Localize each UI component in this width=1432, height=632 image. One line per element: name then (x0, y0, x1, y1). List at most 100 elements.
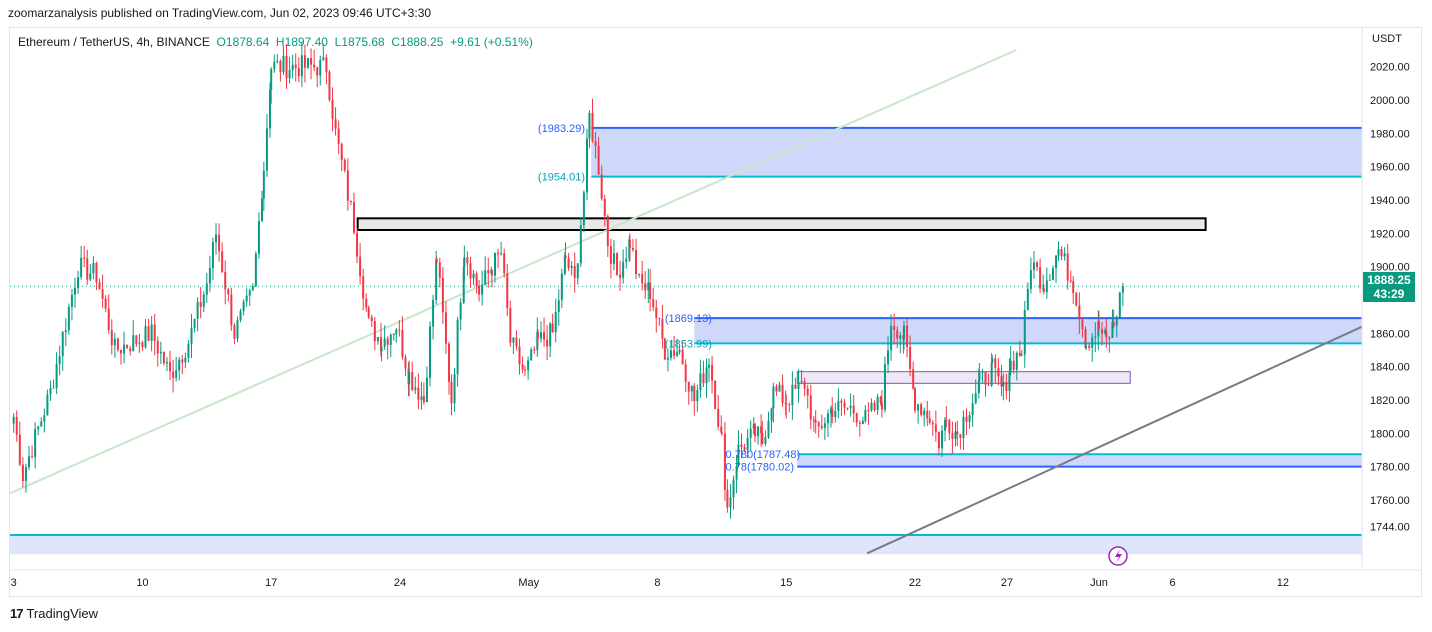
candle-body (181, 359, 184, 363)
candle-body (1045, 280, 1048, 293)
candle-body (560, 273, 563, 301)
candle-body (690, 386, 693, 392)
candle-body (282, 56, 285, 73)
candle-body (1097, 321, 1100, 330)
x-tick-label: Jun (1090, 577, 1108, 589)
candles-layer (12, 42, 1124, 519)
gray-zone (356, 217, 1207, 231)
y-tick-label: 1920.00 (1370, 228, 1410, 240)
candle-body (666, 357, 669, 360)
candle-body (370, 317, 373, 321)
candle-body (466, 257, 469, 264)
candle-body (1088, 345, 1091, 348)
candle-body (401, 330, 404, 358)
x-tick-label: 6 (1169, 577, 1175, 589)
candle-body (948, 420, 951, 434)
candle-body (622, 261, 625, 278)
candle-body (1042, 288, 1045, 293)
candle-body (794, 384, 797, 389)
candle-body (944, 419, 947, 431)
candle-body (395, 329, 398, 335)
price-label: 0.780(1787.48) (726, 449, 801, 461)
candle-body (661, 318, 664, 339)
candle-body (52, 387, 55, 389)
candle-body (414, 387, 417, 390)
candle-body (61, 332, 64, 357)
candle-body (994, 358, 997, 368)
candle-body (172, 371, 175, 378)
candle-body (31, 456, 34, 458)
candle-body (141, 342, 144, 348)
candle-body (576, 263, 579, 279)
symbol-title[interactable]: Ethereum / TetherUS, 4h, BINANCE (18, 35, 210, 49)
candle-body (224, 272, 227, 290)
axes-layer: 2020.00 2000.00 1980.00 1960.00 1940.00 1920.… (10, 28, 1421, 589)
candle-body (1000, 376, 1003, 387)
candle-body (926, 410, 929, 419)
candle-body (67, 306, 70, 331)
purple-zone (796, 371, 1131, 384)
candle-body (527, 360, 530, 371)
candle-body (940, 430, 943, 449)
footer-brand[interactable]: 17 TradingView (10, 606, 98, 621)
mid-zone (694, 318, 1362, 344)
candle-body (291, 64, 294, 70)
open-value: O1878.64 (216, 35, 270, 49)
candle-body (456, 319, 459, 375)
candle-body (669, 350, 672, 358)
candle-body (169, 362, 172, 372)
candle-body (658, 317, 661, 319)
candle-body (362, 276, 365, 299)
candle-body (864, 410, 867, 421)
change-value: +9.61 (+0.51%) (450, 35, 533, 49)
candle-body (478, 286, 481, 295)
candle-body (1081, 319, 1084, 329)
candle-body (110, 330, 113, 346)
candle-body (606, 216, 609, 246)
x-tick-label: 27 (1001, 577, 1013, 589)
price-label: (1853.99) (665, 338, 712, 350)
candle-body (1075, 293, 1078, 306)
candle-body (279, 61, 282, 73)
candle-body (123, 344, 126, 354)
candle-body (316, 67, 319, 76)
candle-body (46, 394, 49, 416)
y-tick-label: 1820.00 (1370, 395, 1410, 407)
candle-body (573, 266, 576, 279)
candle-body (193, 318, 196, 328)
chart-frame[interactable] (9, 27, 1422, 597)
price-labels-layer: (1983.29) (1954.01) (1869.13) (1853.99) 0.78… (538, 123, 800, 474)
candle-body (772, 386, 775, 409)
price-axis-unit[interactable]: USDT (1372, 33, 1402, 45)
candle-body (37, 426, 40, 430)
candle-body (800, 381, 803, 383)
candle-body (328, 72, 331, 100)
candle-body (760, 426, 763, 434)
candle-body (515, 337, 518, 347)
candle-body (861, 420, 864, 424)
candle-body (319, 59, 322, 76)
candle-body (767, 420, 770, 438)
candle-body (781, 384, 784, 403)
candle-body (221, 251, 224, 273)
candle-body (536, 331, 539, 339)
y-tick-label: 1800.00 (1370, 428, 1410, 440)
candle-body (962, 416, 965, 438)
candle-body (500, 253, 503, 255)
candle-body (870, 402, 873, 411)
candle-body (1118, 292, 1121, 318)
candle-body (785, 403, 788, 405)
candle-body (612, 253, 615, 264)
candle-body (49, 387, 52, 395)
y-tick-label: 1980.00 (1370, 128, 1410, 140)
candle-body (536, 331, 539, 351)
x-tick-label: 12 (1277, 577, 1289, 589)
candle-body (444, 312, 447, 344)
candle-body (600, 174, 603, 199)
candle-body (211, 242, 214, 269)
candle-body (398, 329, 401, 331)
candle-body (902, 325, 905, 340)
candle-body (1078, 305, 1081, 320)
x-tick-label: 8 (654, 577, 660, 589)
